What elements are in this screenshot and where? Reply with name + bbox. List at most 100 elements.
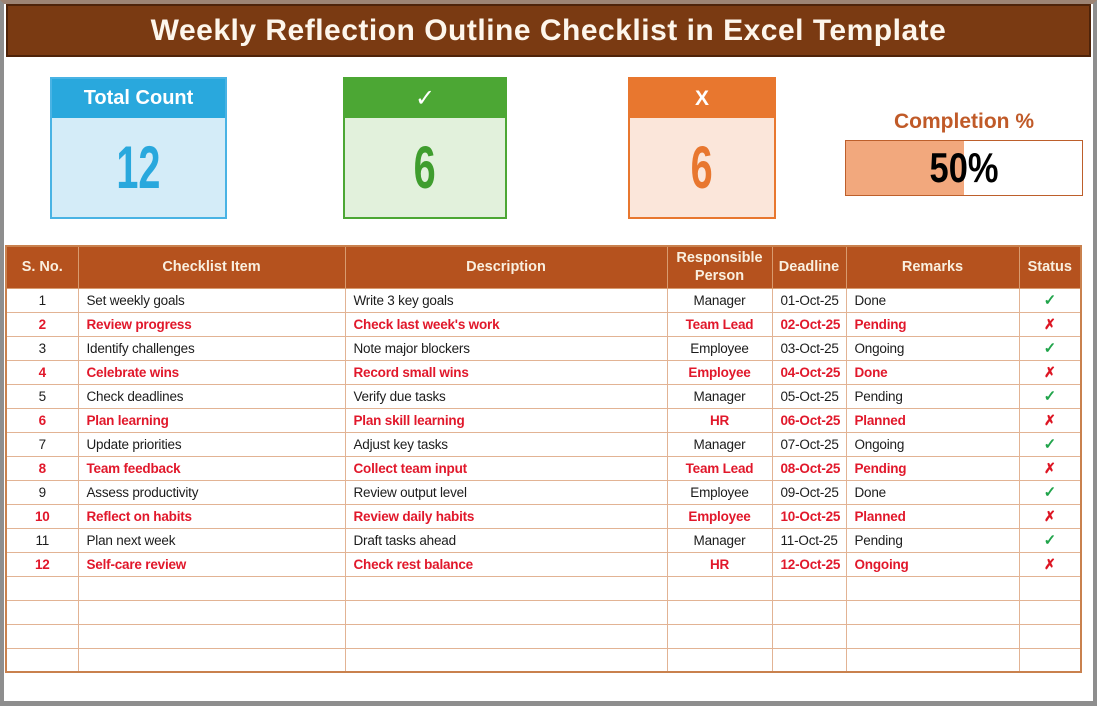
- cell-sno[interactable]: [5, 623, 79, 649]
- cell-deadline[interactable]: 10-Oct-25: [771, 503, 847, 529]
- cell-description[interactable]: Check last week's work: [344, 311, 668, 337]
- cell-description[interactable]: Write 3 key goals: [344, 287, 668, 313]
- status-icon[interactable]: ✗: [1018, 407, 1082, 433]
- cell-person[interactable]: Manager: [666, 431, 773, 457]
- cell-sno[interactable]: 8: [5, 455, 79, 481]
- column-header-sno[interactable]: S. No.: [5, 245, 79, 289]
- cell-deadline[interactable]: [771, 575, 847, 601]
- cell-person[interactable]: Manager: [666, 383, 773, 409]
- cell-person[interactable]: HR: [666, 407, 773, 433]
- cell-person[interactable]: Employee: [666, 479, 773, 505]
- cell-deadline[interactable]: [771, 599, 847, 625]
- cell-remarks[interactable]: [845, 575, 1020, 601]
- status-icon[interactable]: [1018, 599, 1082, 625]
- cell-person[interactable]: [666, 623, 773, 649]
- cell-item[interactable]: Check deadlines: [77, 383, 346, 409]
- cell-description[interactable]: [344, 623, 668, 649]
- cell-sno[interactable]: 1: [5, 287, 79, 313]
- cell-sno[interactable]: 11: [5, 527, 79, 553]
- cell-person[interactable]: Manager: [666, 287, 773, 313]
- status-icon[interactable]: ✗: [1018, 311, 1082, 337]
- cell-deadline[interactable]: 07-Oct-25: [771, 431, 847, 457]
- cell-description[interactable]: [344, 599, 668, 625]
- status-icon[interactable]: ✓: [1018, 335, 1082, 361]
- cell-item[interactable]: Plan next week: [77, 527, 346, 553]
- status-icon[interactable]: [1018, 575, 1082, 601]
- cell-deadline[interactable]: 03-Oct-25: [771, 335, 847, 361]
- cell-description[interactable]: Review daily habits: [344, 503, 668, 529]
- cell-deadline[interactable]: 11-Oct-25: [771, 527, 847, 553]
- cell-person[interactable]: HR: [666, 551, 773, 577]
- status-icon[interactable]: ✓: [1018, 431, 1082, 457]
- cell-description[interactable]: Collect team input: [344, 455, 668, 481]
- cell-item[interactable]: Self-care review: [77, 551, 346, 577]
- status-icon[interactable]: ✗: [1018, 551, 1082, 577]
- cell-person[interactable]: Team Lead: [666, 311, 773, 337]
- cell-description[interactable]: Adjust key tasks: [344, 431, 668, 457]
- cell-remarks[interactable]: Pending: [845, 455, 1020, 481]
- cell-sno[interactable]: 7: [5, 431, 79, 457]
- status-icon[interactable]: ✓: [1018, 383, 1082, 409]
- status-icon[interactable]: [1018, 647, 1082, 673]
- cell-sno[interactable]: 12: [5, 551, 79, 577]
- cell-deadline[interactable]: [771, 647, 847, 673]
- cell-remarks[interactable]: [845, 623, 1020, 649]
- cell-deadline[interactable]: 08-Oct-25: [771, 455, 847, 481]
- cell-description[interactable]: Check rest balance: [344, 551, 668, 577]
- cell-item[interactable]: Identify challenges: [77, 335, 346, 361]
- column-header-description[interactable]: Description: [344, 245, 668, 289]
- cell-item[interactable]: [77, 623, 346, 649]
- cell-item[interactable]: Review progress: [77, 311, 346, 337]
- cell-item[interactable]: Update priorities: [77, 431, 346, 457]
- cell-item[interactable]: [77, 647, 346, 673]
- cell-person[interactable]: [666, 575, 773, 601]
- cell-person[interactable]: Manager: [666, 527, 773, 553]
- cell-item[interactable]: Assess productivity: [77, 479, 346, 505]
- cell-item[interactable]: Team feedback: [77, 455, 346, 481]
- cell-description[interactable]: Draft tasks ahead: [344, 527, 668, 553]
- cell-remarks[interactable]: Done: [845, 479, 1020, 505]
- cell-remarks[interactable]: Done: [845, 359, 1020, 385]
- status-icon[interactable]: [1018, 623, 1082, 649]
- cell-remarks[interactable]: [845, 647, 1020, 673]
- column-header-status[interactable]: Status: [1018, 245, 1082, 289]
- status-icon[interactable]: ✓: [1018, 287, 1082, 313]
- cell-description[interactable]: Review output level: [344, 479, 668, 505]
- cell-sno[interactable]: 5: [5, 383, 79, 409]
- status-icon[interactable]: ✗: [1018, 359, 1082, 385]
- cell-deadline[interactable]: 05-Oct-25: [771, 383, 847, 409]
- cell-description[interactable]: Record small wins: [344, 359, 668, 385]
- cell-item[interactable]: [77, 599, 346, 625]
- cell-remarks[interactable]: Ongoing: [845, 551, 1020, 577]
- cell-remarks[interactable]: Planned: [845, 503, 1020, 529]
- cell-sno[interactable]: 2: [5, 311, 79, 337]
- cell-deadline[interactable]: 04-Oct-25: [771, 359, 847, 385]
- cell-deadline[interactable]: [771, 623, 847, 649]
- cell-remarks[interactable]: Pending: [845, 383, 1020, 409]
- cell-person[interactable]: Employee: [666, 503, 773, 529]
- cell-sno[interactable]: 4: [5, 359, 79, 385]
- cell-deadline[interactable]: 12-Oct-25: [771, 551, 847, 577]
- cell-person[interactable]: [666, 647, 773, 673]
- cell-item[interactable]: Celebrate wins: [77, 359, 346, 385]
- cell-deadline[interactable]: 09-Oct-25: [771, 479, 847, 505]
- column-header-person[interactable]: Responsible Person: [666, 245, 773, 289]
- cell-person[interactable]: Team Lead: [666, 455, 773, 481]
- cell-sno[interactable]: 10: [5, 503, 79, 529]
- cell-sno[interactable]: 9: [5, 479, 79, 505]
- status-icon[interactable]: ✗: [1018, 455, 1082, 481]
- column-header-item[interactable]: Checklist Item: [77, 245, 346, 289]
- status-icon[interactable]: ✓: [1018, 479, 1082, 505]
- cell-deadline[interactable]: 01-Oct-25: [771, 287, 847, 313]
- status-icon[interactable]: ✗: [1018, 503, 1082, 529]
- cell-remarks[interactable]: Ongoing: [845, 335, 1020, 361]
- cell-remarks[interactable]: Planned: [845, 407, 1020, 433]
- cell-description[interactable]: Note major blockers: [344, 335, 668, 361]
- cell-item[interactable]: Set weekly goals: [77, 287, 346, 313]
- cell-person[interactable]: Employee: [666, 359, 773, 385]
- cell-remarks[interactable]: Pending: [845, 527, 1020, 553]
- cell-description[interactable]: [344, 575, 668, 601]
- cell-remarks[interactable]: Ongoing: [845, 431, 1020, 457]
- cell-deadline[interactable]: 02-Oct-25: [771, 311, 847, 337]
- cell-person[interactable]: [666, 599, 773, 625]
